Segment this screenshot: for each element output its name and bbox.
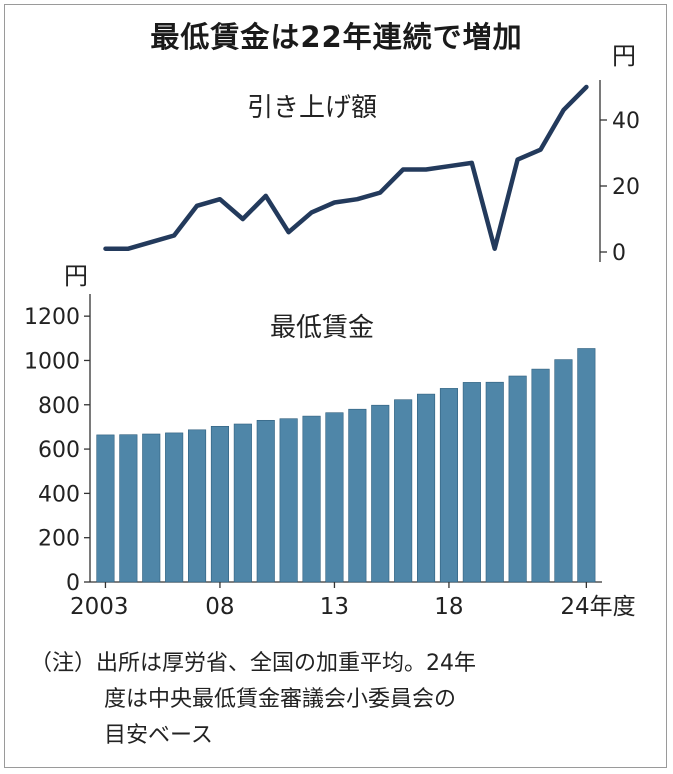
wage-bar-2022 xyxy=(531,368,550,583)
wage-bar-2010 xyxy=(256,419,275,583)
wage-bar-2008 xyxy=(210,425,229,583)
wage-bar-2003 xyxy=(96,434,115,583)
note-line-1: （注）出所は厚労省、全国の加重平均。24年 xyxy=(30,651,476,676)
wage-bar-2007 xyxy=(188,429,207,583)
wage-unit-label: 円 xyxy=(64,262,88,290)
wage-bar-2012 xyxy=(302,415,321,583)
wage-bar-2004 xyxy=(119,434,138,583)
note-line-3: 目安ベース xyxy=(104,723,213,748)
wage-y-tick-label: 1200 xyxy=(24,305,80,330)
wage-bar-2009 xyxy=(233,423,252,583)
wage-bar-2021 xyxy=(508,375,527,583)
x-tick-label: 2003 xyxy=(70,594,129,620)
x-tick-label: 18 xyxy=(434,594,463,620)
increase-series-line xyxy=(103,84,589,251)
note-line-2: 度は中央最低賃金審議会小委員会の xyxy=(104,687,457,712)
x-tick-label: 24年度 xyxy=(560,594,635,620)
wage-bar-2005 xyxy=(142,433,161,583)
wage-y-tick-label: 400 xyxy=(38,482,80,507)
wage-bar-2016 xyxy=(394,399,413,583)
source-note: （注）出所は厚労省、全国の加重平均。24年 度は中央最低賃金審議会小委員会の 目… xyxy=(30,646,660,754)
minimum-wage-bar-chart: 円 最低賃金 0 200 400 600 800 1000 1200 2003 08 13 18 2… xyxy=(24,262,636,620)
wage-bar-2018 xyxy=(439,388,459,583)
wage-y-tick-label: 600 xyxy=(38,438,80,463)
increase-y-tick-label: 20 xyxy=(612,175,640,200)
wage-bar-2011 xyxy=(279,418,298,583)
wage-bar-2017 xyxy=(416,393,436,583)
increase-unit-label: 円 xyxy=(612,42,636,70)
wage-bar-2020 xyxy=(485,381,504,583)
increase-y-tick-label: 0 xyxy=(612,241,626,266)
wage-y-tick-label: 200 xyxy=(38,527,80,552)
x-tick-label: 13 xyxy=(320,594,349,620)
wage-bar-2015 xyxy=(371,404,390,583)
chart-title: 最低賃金は22年連続で増加 xyxy=(150,20,523,54)
wage-bar-2014 xyxy=(348,408,367,583)
wage-bar-2023 xyxy=(554,359,573,583)
wage-bar-2006 xyxy=(165,432,184,583)
wage-y-tick-label: 0 xyxy=(66,571,80,596)
wage-chart-title: 最低賃金 xyxy=(270,313,374,343)
wage-y-tick-label: 1000 xyxy=(24,349,80,374)
wage-y-tick-label: 800 xyxy=(38,394,80,419)
wage-bar-2013 xyxy=(325,412,344,583)
increase-chart-title: 引き上げ額 xyxy=(247,93,377,123)
increase-y-tick-label: 40 xyxy=(612,109,640,134)
wage-bar-2024 xyxy=(577,348,596,583)
wage-bar-2019 xyxy=(462,382,481,583)
x-tick-label: 08 xyxy=(205,594,234,620)
increase-line-chart: 引き上げ額 円 0 20 40 xyxy=(103,42,640,266)
